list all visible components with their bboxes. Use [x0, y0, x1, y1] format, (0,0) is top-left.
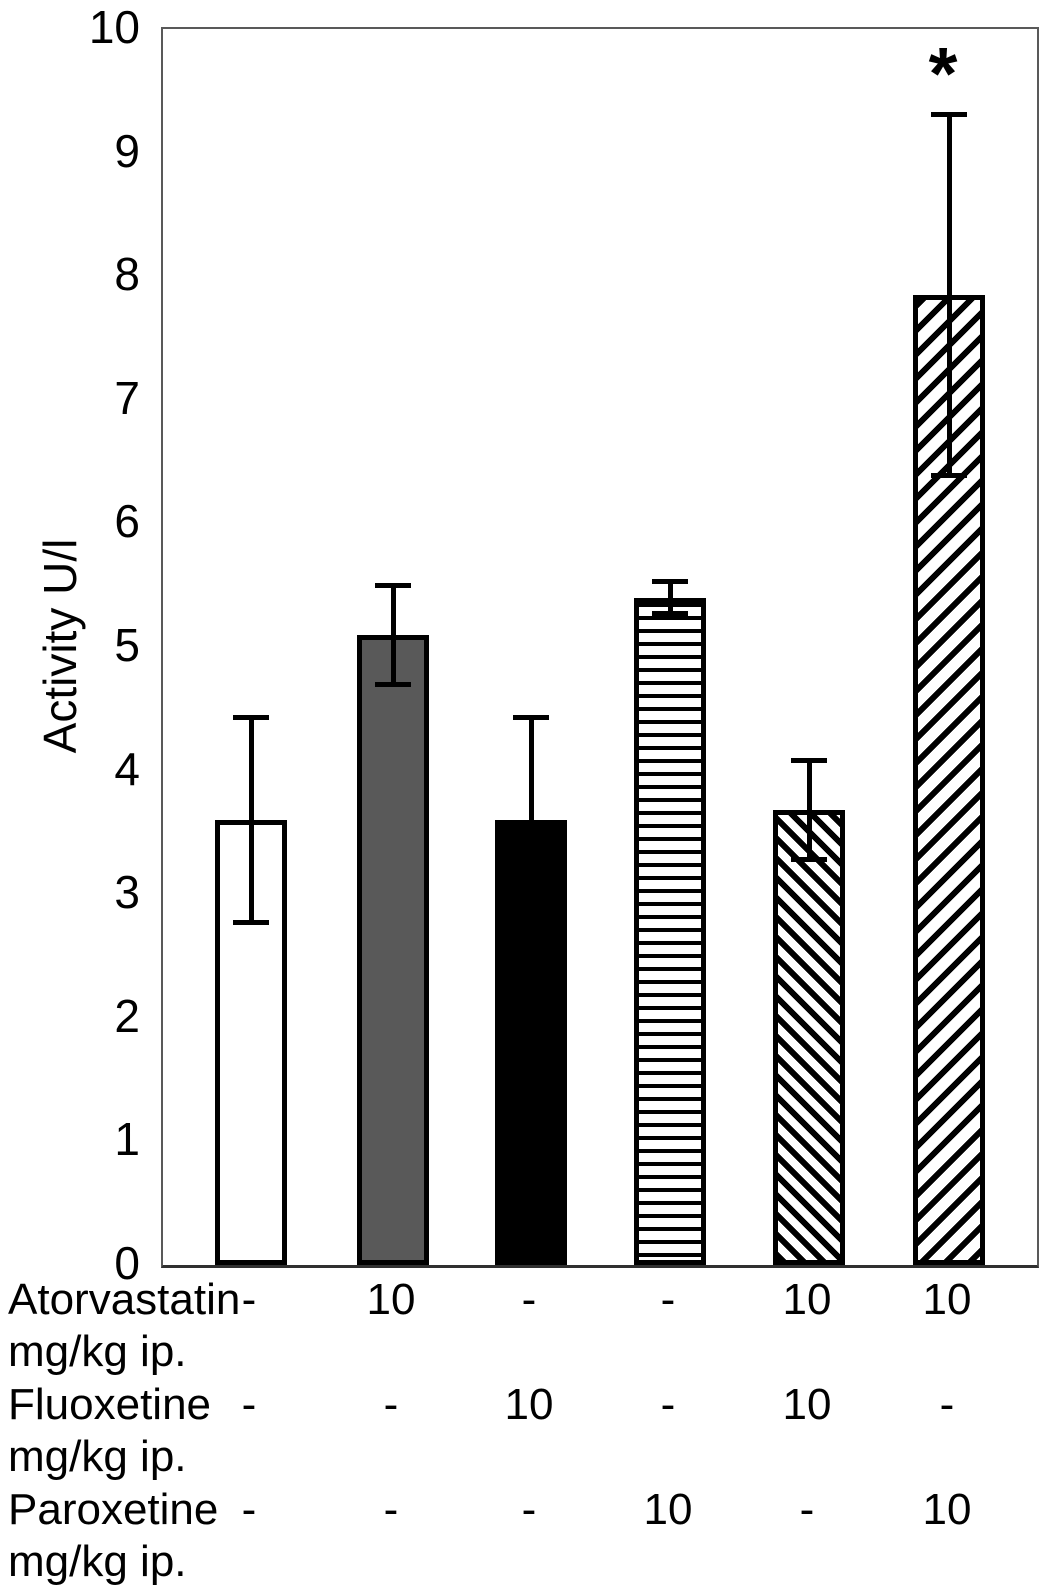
- bar-4-error-cap-top: [652, 579, 688, 585]
- dose-cell-r3-c5: -: [799, 1485, 815, 1534]
- bar-5-error-cap-bottom: [791, 857, 827, 863]
- bar-1-error-cap-bottom: [233, 920, 269, 926]
- y-tick-label: 7: [114, 371, 140, 424]
- y-tick-label: 2: [114, 989, 140, 1042]
- bar-2-error-bar: [390, 582, 396, 687]
- y-tick-label: 5: [114, 619, 140, 671]
- bar-3-error-cap-bottom: [513, 920, 549, 926]
- y-tick-label: 8: [114, 248, 140, 301]
- dose-cell-r1-c2: 10: [366, 1275, 416, 1324]
- bar-4-error-bar: [667, 579, 673, 617]
- bar-6-error-cap-top: [931, 111, 967, 117]
- dose-cell-r3-c4: 10: [643, 1485, 693, 1534]
- dose-cell-r3-c1: -: [241, 1485, 257, 1534]
- dose-row-label-paroxetine: Paroxetine mg/kg ip.: [8, 1484, 218, 1588]
- dose-cell-r2-c6: -: [939, 1380, 955, 1429]
- bar-4-error-cap-bottom: [652, 611, 688, 617]
- bar-1-error-bar: [248, 714, 254, 926]
- dose-cell-r1-c6: 10: [922, 1275, 972, 1324]
- bar-3-error-bar: [528, 714, 534, 926]
- bar-2-solid-gray: [357, 635, 429, 1265]
- bar-4-horizontal-stripes: [634, 598, 706, 1265]
- dose-cell-r2-c5: 10: [782, 1380, 832, 1429]
- bar-6-error-bar: [946, 111, 952, 478]
- bar-5-error-bar: [806, 758, 812, 863]
- dose-cell-r3-c6: 10: [922, 1485, 972, 1534]
- drug-name: Paroxetine: [8, 1485, 219, 1534]
- y-tick-label: 4: [114, 742, 140, 795]
- drug-unit: mg/kg ip.: [8, 1537, 187, 1586]
- dose-cell-r2-c3: 10: [504, 1380, 554, 1429]
- dose-cell-r1-c1: -: [241, 1275, 257, 1324]
- drug-name: Atorvastatin: [8, 1275, 241, 1324]
- bar-1-error-cap-top: [233, 714, 269, 720]
- dose-cell-r1-c5: 10: [782, 1275, 832, 1324]
- y-tick-label: 6: [114, 495, 140, 548]
- drug-unit: mg/kg ip.: [8, 1327, 187, 1376]
- dose-cell-r2-c4: -: [660, 1380, 676, 1429]
- dose-cell-r1-c3: -: [521, 1275, 537, 1324]
- bar-5-error-cap-top: [791, 758, 827, 764]
- y-tick-label: 9: [114, 124, 140, 177]
- bar-6-significance-asterisk: *: [928, 31, 958, 115]
- y-tick-label: 3: [114, 866, 140, 919]
- drug-unit: mg/kg ip.: [8, 1432, 187, 1481]
- y-tick-label: 1: [114, 1113, 140, 1166]
- dose-cell-r3-c2: -: [383, 1485, 399, 1534]
- bar-2-error-cap-bottom: [375, 681, 411, 687]
- y-tick-label: 0: [114, 1237, 140, 1289]
- dose-row-label-atorvastatin: Atorvastatin mg/kg ip.: [8, 1274, 240, 1378]
- dose-cell-r1-c4: -: [660, 1275, 676, 1324]
- bar-2-error-cap-top: [375, 582, 411, 588]
- bar-3-error-cap-top: [513, 714, 549, 720]
- dose-row-label-fluoxetine: Fluoxetine mg/kg ip.: [8, 1379, 211, 1483]
- drug-name: Fluoxetine: [8, 1380, 212, 1429]
- dose-cell-r2-c2: -: [383, 1380, 399, 1429]
- bar-5-diagonal-stripes-down: [773, 810, 845, 1265]
- dose-cell-r3-c3: -: [521, 1485, 537, 1534]
- plot-area: *: [161, 27, 1039, 1268]
- bar-6-error-cap-bottom: [931, 472, 967, 478]
- dose-cell-r2-c1: -: [241, 1380, 257, 1429]
- y-tick-label: 10: [88, 1, 140, 53]
